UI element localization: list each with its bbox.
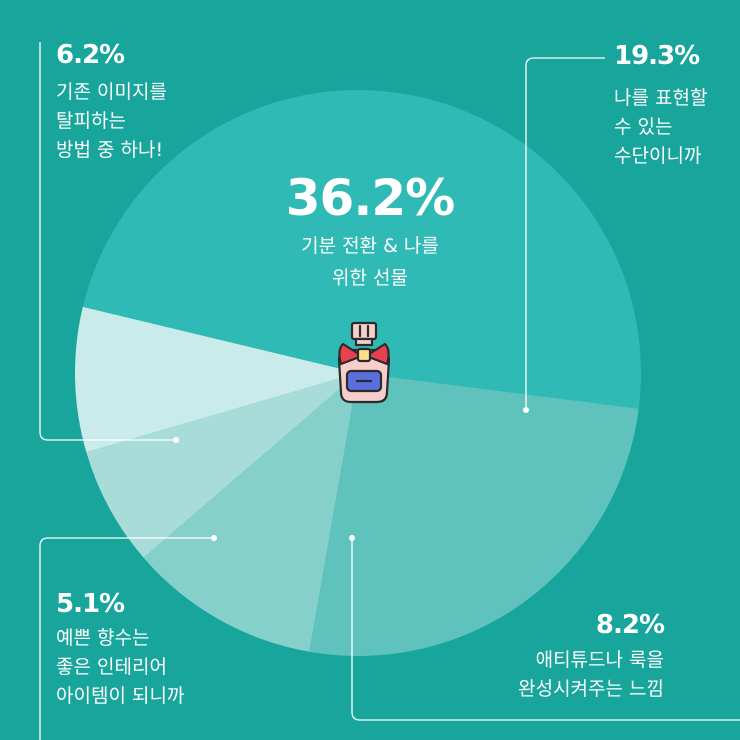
bottom-left-percentage: 5.1%: [56, 589, 125, 619]
center-description: 기분 전환 & 나를 위한 선물: [301, 235, 439, 289]
bottom-left-description: 예쁜 향수는 좋은 인테리어 아이템이 되니까: [56, 627, 185, 707]
leader-dot-top-left: [173, 437, 179, 443]
center-percentage: 36.2%: [285, 169, 455, 227]
leader-line-top-left: [39, 42, 176, 441]
bottom-right-description: 애티튜드나 룩을 완성시켜주는 느낌: [518, 649, 664, 700]
top-right-description: 나를 표현할 수 있는 수단이니까: [614, 87, 708, 167]
leader-line-bottom-right: [351, 538, 740, 721]
leader-dot-bottom-right: [349, 535, 355, 541]
pie-slice-2: [309, 373, 639, 657]
leader-dot-top-right: [523, 407, 529, 413]
leader-line-top-right: [525, 57, 605, 410]
top-left-percentage: 6.2%: [56, 40, 125, 70]
top-right-percentage: 19.3%: [614, 41, 700, 71]
pie-slice-1: [82, 90, 641, 409]
pie-slice-4: [86, 373, 358, 558]
leader-dot-bottom-left: [211, 535, 217, 541]
top-left-description: 기존 이미지를 탈피하는 방법 중 하나!: [56, 81, 167, 161]
pie-slices: [74, 90, 641, 657]
leader-line-bottom-left: [39, 537, 214, 740]
pie-slice-5: [74, 306, 358, 453]
perfume-gift-icon: [337, 321, 391, 404]
bottom-right-percentage: 8.2%: [595, 610, 665, 640]
pie-slice-3: [143, 373, 358, 652]
